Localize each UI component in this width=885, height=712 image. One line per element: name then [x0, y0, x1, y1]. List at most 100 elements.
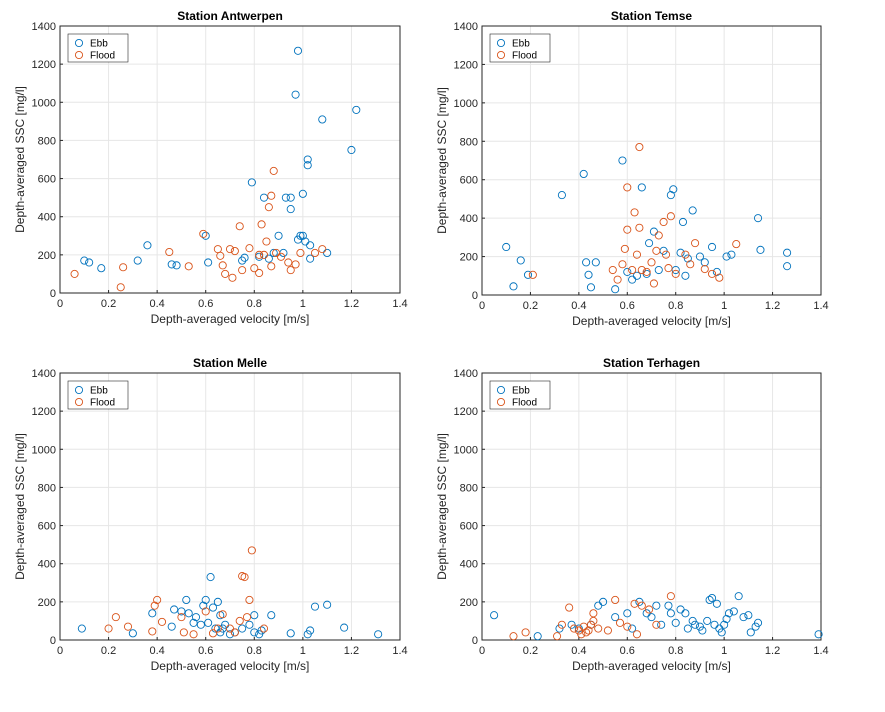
data-point-flood: [235, 616, 244, 625]
chart-title: Station Temse: [611, 9, 692, 23]
data-point-ebb: [340, 623, 349, 632]
y-axis-label: Depth-averaged SSC [mg/l]: [13, 86, 27, 233]
data-point-flood: [707, 269, 717, 278]
data-point-flood: [179, 628, 188, 637]
data-point-ebb: [286, 629, 295, 638]
x-tick-label: 1: [721, 645, 727, 657]
x-tick-label: 0.2: [101, 298, 116, 310]
data-point-ebb: [688, 206, 697, 215]
data-point-ebb: [681, 271, 690, 280]
data-point-flood: [276, 252, 286, 261]
data-point-flood: [611, 595, 620, 605]
data-point-ebb: [586, 283, 596, 292]
data-point-ebb: [683, 624, 692, 633]
legend-label-ebb: Ebb: [90, 386, 108, 397]
data-point-ebb: [676, 605, 685, 614]
data-point-ebb: [628, 624, 637, 633]
x-tick-label: 0.8: [247, 298, 262, 310]
data-point-flood: [148, 627, 157, 636]
data-point-flood: [553, 632, 562, 641]
data-point-ebb: [523, 270, 533, 279]
x-tick-label: 1.2: [765, 300, 780, 312]
data-point-ebb: [286, 193, 295, 202]
data-point-flood: [635, 223, 644, 232]
data-point-ebb: [213, 597, 222, 606]
y-tick-label: 1400: [32, 21, 56, 33]
y-tick-label: 1400: [454, 368, 478, 380]
data-point-ebb: [579, 169, 588, 178]
data-point-flood: [628, 265, 637, 275]
data-point-ebb: [177, 607, 186, 616]
x-tick-label: 0.6: [198, 645, 213, 657]
data-point-ebb: [255, 252, 264, 261]
data-point-flood: [257, 220, 266, 229]
x-axis-label: Depth-averaged velocity [m/s]: [572, 659, 731, 673]
x-tick-label: 1.2: [344, 645, 359, 657]
x-tick-label: 0.6: [620, 645, 635, 657]
data-point-ebb: [196, 620, 205, 629]
data-point-ebb: [245, 620, 254, 629]
data-point-ebb: [303, 155, 312, 164]
x-tick-label: 1: [300, 298, 306, 310]
data-point-ebb: [323, 600, 332, 609]
data-point-ebb: [509, 282, 518, 291]
data-point-ebb: [724, 609, 734, 618]
x-tick-label: 1.2: [344, 298, 359, 310]
data-point-ebb: [618, 156, 627, 165]
y-tick-label: 1000: [32, 97, 56, 109]
y-tick-label: 600: [38, 174, 56, 186]
x-tick-label: 1.2: [765, 645, 780, 657]
data-point-ebb: [657, 620, 666, 629]
data-point-flood: [686, 260, 695, 269]
data-point-ebb: [77, 624, 86, 633]
data-point-ebb: [623, 267, 632, 276]
data-point-ebb: [695, 252, 704, 261]
data-point-flood: [565, 603, 574, 612]
chart-title: Station Antwerpen: [177, 9, 283, 23]
data-point-flood: [654, 231, 663, 240]
data-point-flood: [238, 266, 247, 275]
data-point-ebb: [172, 261, 181, 270]
y-tick-label: 1200: [32, 406, 56, 418]
data-point-ebb: [267, 611, 276, 620]
data-point-ebb: [133, 256, 142, 265]
legend-marker-ebb: [74, 38, 84, 48]
data-point-ebb: [306, 254, 315, 263]
x-tick-label: 1.4: [813, 645, 828, 657]
data-point-ebb: [720, 620, 729, 629]
data-point-ebb: [783, 248, 792, 257]
data-point-flood: [630, 599, 639, 608]
plot-area: [59, 372, 401, 641]
data-point-ebb: [286, 205, 295, 214]
data-point-flood: [637, 601, 646, 610]
legend-label-flood: Flood: [90, 51, 115, 62]
data-point-flood: [286, 266, 295, 275]
data-point-flood: [582, 628, 591, 637]
legend-box: [489, 380, 551, 410]
data-point-flood: [269, 166, 278, 175]
data-point-ebb: [753, 618, 763, 627]
data-point-flood: [235, 222, 244, 231]
x-axis-label: Depth-averaged velocity [m/s]: [572, 314, 731, 328]
x-tick-label: 0.8: [668, 645, 683, 657]
data-point-ebb: [703, 616, 712, 625]
y-tick-label: 1000: [454, 98, 478, 110]
data-point-ebb: [681, 609, 690, 618]
data-point-flood: [157, 617, 167, 626]
y-tick-label: 800: [460, 482, 478, 494]
data-point-flood: [623, 183, 632, 192]
data-point-ebb: [557, 191, 566, 200]
data-point-flood: [228, 273, 237, 282]
y-tick-label: 800: [460, 136, 478, 148]
data-point-ebb: [347, 145, 356, 155]
data-point-ebb: [225, 630, 235, 639]
data-point-flood: [671, 269, 680, 278]
data-point-flood: [715, 273, 724, 282]
data-point-flood: [613, 275, 622, 284]
x-tick-label: 0.2: [523, 645, 538, 657]
data-point-ebb: [623, 609, 632, 618]
x-tick-label: 0.2: [101, 645, 116, 657]
legend-box: [67, 33, 129, 63]
data-point-flood: [240, 573, 249, 582]
data-point-ebb: [645, 239, 654, 248]
